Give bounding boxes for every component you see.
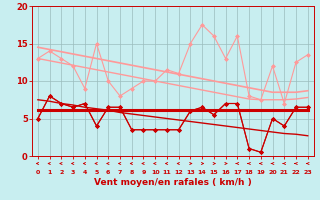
X-axis label: Vent moyen/en rafales ( km/h ): Vent moyen/en rafales ( km/h ) (94, 178, 252, 187)
